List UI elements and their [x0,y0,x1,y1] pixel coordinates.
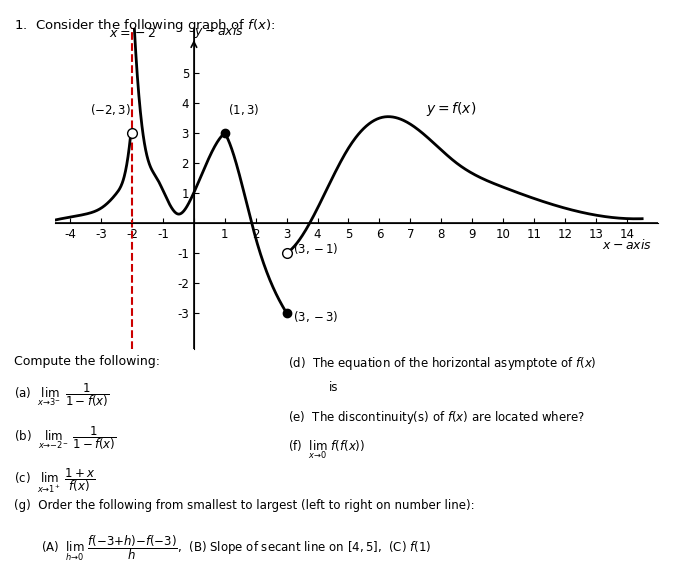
Text: $x - axis$: $x - axis$ [601,238,651,252]
Text: (f)  $\lim_{x \to 0}\ f(f(x))$: (f) $\lim_{x \to 0}\ f(f(x))$ [288,439,365,462]
Text: (A)  $\lim_{h \to 0}\ \dfrac{f(-3+h) - f(-3)}{h}$,  (B) Slope of secant line on : (A) $\lim_{h \to 0}\ \dfrac{f(-3+h) - f(… [41,533,432,563]
Text: $y = f(x)$: $y = f(x)$ [426,100,476,118]
Text: 1.  Consider the following graph of $f(x)$:: 1. Consider the following graph of $f(x)… [14,17,275,34]
Text: (c)  $\lim_{x \to 1^+}\ \dfrac{1+x}{f(x)}$: (c) $\lim_{x \to 1^+}\ \dfrac{1+x}{f(x)}… [14,467,95,495]
Text: Compute the following:: Compute the following: [14,355,160,368]
Text: (g)  Order the following from smallest to largest (left to right on number line): (g) Order the following from smallest to… [14,499,474,512]
Text: (a)  $\lim_{x \to 3^-}\ \dfrac{1}{1 - f(x)}$: (a) $\lim_{x \to 3^-}\ \dfrac{1}{1 - f(x… [14,381,109,409]
Text: $(1, 3)$: $(1, 3)$ [228,102,259,117]
Text: (b)  $\lim_{x \to -2^-}\ \dfrac{1}{1 - f(x)}$: (b) $\lim_{x \to -2^-}\ \dfrac{1}{1 - f(… [14,424,116,452]
Text: (d)  The equation of the horizontal asymptote of $f(x)$: (d) The equation of the horizontal asymp… [288,355,596,373]
Text: $(3, -1)$: $(3, -1)$ [292,241,338,256]
Text: is: is [329,381,338,394]
Text: (e)  The discontinuity(s) of $f(x)$ are located where?: (e) The discontinuity(s) of $f(x)$ are l… [288,409,584,426]
Text: $(-2, 3)$: $(-2, 3)$ [90,102,131,117]
Text: $(3, -3)$: $(3, -3)$ [292,309,338,324]
Text: $x = -2$: $x = -2$ [108,27,155,40]
Text: $y - axis$: $y - axis$ [194,23,244,40]
